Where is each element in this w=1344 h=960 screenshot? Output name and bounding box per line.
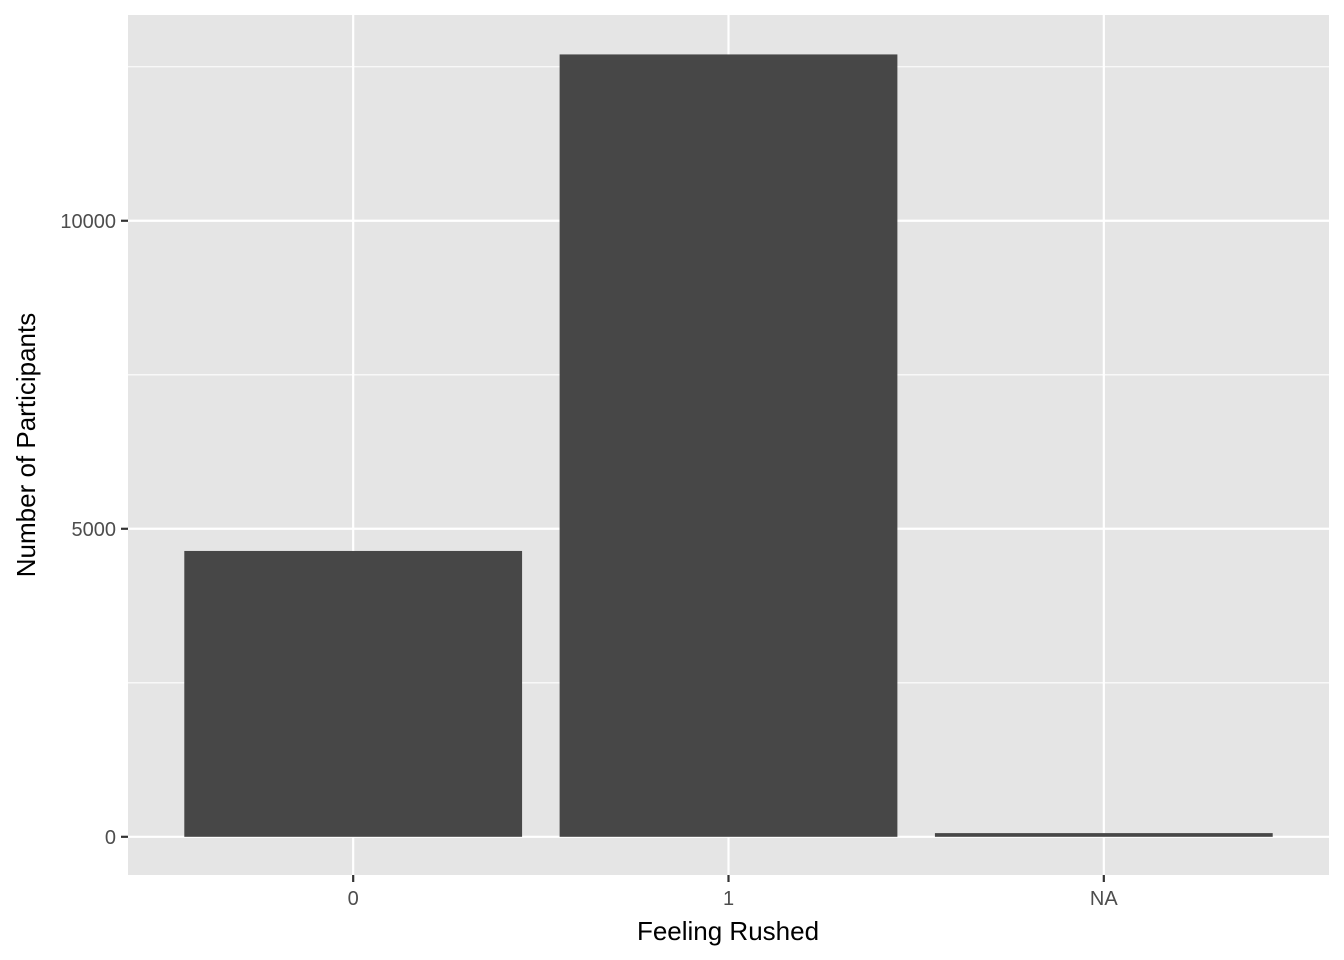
x-tick-label: NA (1090, 888, 1118, 910)
x-tick-label: 1 (723, 888, 734, 910)
y-tick-label: 0 (105, 827, 116, 849)
x-axis-title: Feeling Rushed (637, 916, 819, 946)
bar-1 (559, 54, 898, 837)
y-tick-label: 10000 (60, 211, 116, 233)
bar-0 (184, 550, 523, 837)
y-tick-label: 5000 (72, 519, 117, 541)
y-axis: 0 5000 10000 (60, 211, 128, 849)
y-axis-title: Number of Participants (11, 313, 41, 577)
bar-na (934, 833, 1273, 837)
x-axis: 0 1 NA (348, 875, 1118, 910)
x-tick-label: 0 (348, 888, 359, 910)
bars (184, 54, 1273, 837)
